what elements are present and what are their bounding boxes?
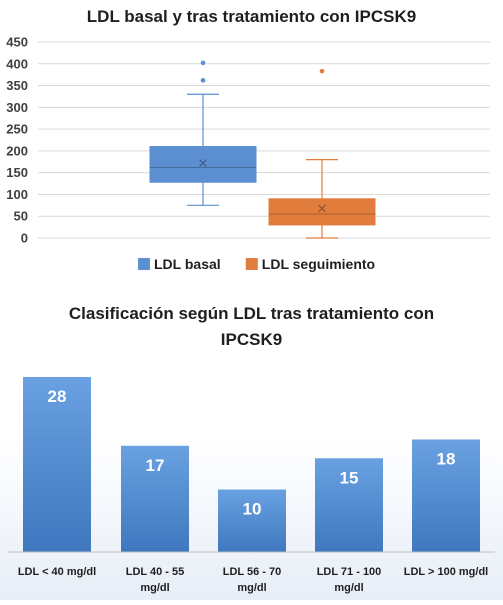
legend-swatch-1 bbox=[245, 258, 258, 270]
bar-2 bbox=[218, 489, 286, 552]
boxplot-title: LDL basal y tras tratamiento con IPCSK9 bbox=[87, 7, 416, 26]
category-label: LDL > 100 mg/dl bbox=[404, 566, 488, 578]
category-label: LDL 56 - 70 bbox=[223, 566, 282, 578]
y-tick-label: 150 bbox=[6, 165, 28, 180]
bar-0 bbox=[23, 377, 91, 552]
y-tick-label: 100 bbox=[6, 187, 28, 202]
y-tick-label: 300 bbox=[6, 100, 28, 115]
y-tick-label: 50 bbox=[14, 209, 28, 224]
legend-swatch-0 bbox=[138, 258, 150, 270]
category-label: LDL 71 - 100 bbox=[317, 566, 382, 578]
bar-4 bbox=[412, 439, 480, 552]
y-tick-label: 450 bbox=[6, 35, 28, 50]
bar-title-line-2: IPCSK9 bbox=[221, 330, 282, 349]
legend: LDL basal LDL seguimiento bbox=[138, 256, 375, 272]
boxplot-panel: LDL basal y tras tratamiento con IPCSK9 … bbox=[0, 0, 503, 286]
category-label: LDL 40 - 55 bbox=[126, 566, 185, 578]
bar-3 bbox=[315, 458, 383, 552]
y-tick-label: 350 bbox=[6, 78, 28, 93]
legend-label-1: LDL seguimiento bbox=[262, 256, 375, 272]
bar-value-label: 15 bbox=[340, 468, 359, 487]
outlier-point bbox=[319, 68, 325, 74]
bar-value-label: 18 bbox=[437, 450, 456, 469]
y-tick-label: 250 bbox=[6, 122, 28, 137]
bar-value-label: 10 bbox=[243, 500, 262, 519]
mean-marker bbox=[199, 159, 207, 168]
box-series-1 bbox=[268, 68, 376, 239]
bar-value-label: 28 bbox=[48, 387, 67, 406]
box-iqr bbox=[149, 146, 257, 183]
bar-value-label: 17 bbox=[146, 456, 165, 475]
y-tick-label: 0 bbox=[21, 231, 28, 246]
bar-panel: Clasificación según LDL tras tratamiento… bbox=[0, 290, 503, 600]
box-iqr bbox=[268, 198, 376, 226]
category-label: mg/dl bbox=[334, 582, 363, 594]
bar-title-line-1: Clasificación según LDL tras tratamiento… bbox=[69, 304, 434, 323]
mean-marker bbox=[318, 204, 326, 213]
category-label: mg/dl bbox=[140, 582, 169, 594]
box-series-0 bbox=[149, 60, 257, 206]
bar-chart: Clasificación según LDL tras tratamiento… bbox=[8, 304, 495, 594]
bar-1 bbox=[121, 445, 189, 552]
outlier-point bbox=[200, 60, 206, 66]
legend-label-0: LDL basal bbox=[154, 256, 221, 272]
outlier-point bbox=[200, 78, 206, 83]
category-label: LDL < 40 mg/dl bbox=[18, 566, 96, 578]
y-tick-label: 200 bbox=[6, 143, 28, 158]
category-label: mg/dl bbox=[237, 582, 266, 594]
y-tick-label: 400 bbox=[6, 56, 28, 71]
boxplot-chart: LDL basal y tras tratamiento con IPCSK9 … bbox=[6, 7, 490, 272]
